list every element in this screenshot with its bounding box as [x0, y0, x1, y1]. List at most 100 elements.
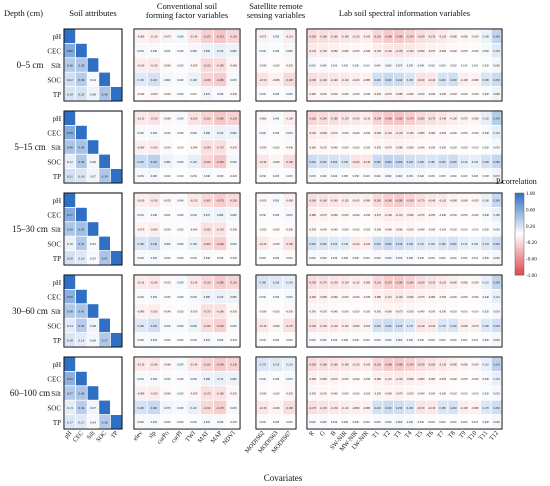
row-label: CEC: [47, 48, 61, 56]
heatmap-cell: [269, 207, 283, 222]
heatmap-cell: [200, 386, 214, 400]
row-label: CEC: [47, 294, 61, 302]
heatmap-cell: [329, 111, 340, 125]
cell-value-label: 0.180: [428, 161, 435, 164]
cell-value-label: 0.030: [439, 175, 446, 178]
heatmap-cell: [459, 236, 470, 251]
heatmap-cell: [227, 193, 240, 207]
cell-value-label: -0.050: [230, 146, 238, 149]
cell-value-label: 0.020: [363, 421, 370, 424]
cell-value-label: 0.180: [407, 407, 414, 410]
heatmap-cell: [269, 125, 283, 140]
cell-value-label: 0.020: [450, 339, 457, 342]
heatmap-cell: [372, 333, 383, 347]
cell-value-label: 0.020: [363, 175, 370, 178]
cell-value-label: -0.060: [272, 407, 280, 410]
cell-value-label: -0.180: [417, 36, 425, 39]
heatmap-cell: [415, 333, 426, 347]
group-title: Conventional soil: [157, 1, 218, 11]
heatmap-cell: [329, 193, 340, 207]
heatmap-cell: [415, 318, 426, 333]
heatmap-cell: [147, 333, 161, 347]
cell-value-label: -0.140: [428, 79, 436, 82]
cell-value-label: -0.040: [417, 228, 425, 231]
heatmap-cell: [64, 236, 76, 251]
cell-value-label: -0.020: [471, 378, 479, 381]
cell-value-label: 0.090: [204, 50, 211, 53]
cell-value-label: 0.050: [204, 339, 211, 342]
heatmap-cell: [213, 154, 227, 169]
cell-value-label: 0.030: [439, 64, 446, 67]
cell-value-label: 0.030: [342, 339, 349, 342]
heatmap-cell: [213, 169, 227, 183]
cell-value-label: 0.020: [273, 175, 280, 178]
cell-value-label: -0.020: [471, 50, 479, 53]
cell-value-label: 0.050: [137, 175, 144, 178]
heatmap-cell: [415, 169, 426, 183]
cell-value-label: -0.160: [190, 118, 198, 121]
heatmap-cell: [350, 415, 361, 429]
heatmap-cell: [469, 400, 480, 415]
cell-value-label: 0.020: [177, 392, 184, 395]
heatmap-cell: [76, 415, 87, 429]
cell-value-label: -0.080: [309, 214, 317, 217]
cell-value-label: 0.070: [396, 64, 403, 67]
cell-value-label: -0.100: [460, 79, 468, 82]
cell-value-label: -0.090: [352, 407, 360, 410]
heatmap-cell: [394, 318, 405, 333]
heatmap-cell: [318, 87, 329, 101]
cell-value-label: -0.160: [320, 79, 328, 82]
cell-value-label: 0.030: [418, 421, 425, 424]
heatmap-cell: [404, 154, 415, 169]
heatmap-cell: [269, 140, 283, 154]
cell-value-label: -0.030: [439, 392, 447, 395]
cell-value-label: 0.170: [439, 325, 446, 328]
heatmap-cell: [459, 289, 470, 304]
heatmap-cell: [134, 371, 147, 386]
heatmap-cell: [213, 304, 227, 318]
heatmap-cell: [256, 111, 269, 125]
cell-value-label: -0.120: [395, 296, 403, 299]
cell-value-label: -0.050: [286, 392, 294, 395]
cell-value-label: -0.020: [272, 310, 280, 313]
cell-value-label: 0.250: [385, 407, 392, 410]
cell-value-label: -0.270: [385, 282, 393, 285]
heatmap-cell: [147, 222, 161, 236]
heatmap-cell: [174, 275, 187, 289]
cell-value-label: -0.050: [320, 146, 328, 149]
colorbar-segment: [515, 213, 524, 216]
cell-value-label: -0.020: [363, 310, 371, 313]
heatmap-cell: [160, 333, 174, 347]
heatmap-cell: [87, 169, 99, 183]
heatmap-cell: [339, 415, 350, 429]
heatmap-cell: [426, 304, 437, 318]
cell-value-label: 0.20: [78, 92, 84, 96]
cell-value-label: -0.170: [217, 146, 225, 149]
heatmap-cell: [187, 275, 200, 289]
column-label: T11: [478, 430, 490, 442]
cell-value-label: 0.20: [67, 256, 73, 260]
cell-value-label: -0.060: [406, 146, 414, 149]
heatmap-cell: [64, 357, 76, 371]
heatmap-cell: [350, 111, 361, 125]
heatmap-cell: [134, 58, 147, 72]
heatmap-cell: [339, 169, 350, 183]
cell-value-label: -0.060: [406, 93, 414, 96]
heatmap-cell: [110, 415, 122, 429]
heatmap-cell: [480, 72, 491, 87]
cell-value-label: -0.010: [460, 310, 468, 313]
cell-value-label: 0.050: [137, 214, 144, 217]
heatmap-cell: [491, 333, 502, 347]
heatmap-cell: [437, 251, 448, 265]
heatmap-cell: [426, 357, 437, 371]
heatmap-cell: [350, 87, 361, 101]
cell-value-label: 0.030: [273, 132, 280, 135]
heatmap-cell: [426, 193, 437, 207]
cell-value-label: 0.050: [177, 407, 184, 410]
cell-value-label: 0.040: [230, 325, 237, 328]
heatmap-cell: [394, 207, 405, 222]
heatmap-cell: [426, 318, 437, 333]
cell-value-label: 0.020: [461, 257, 468, 260]
heatmap-block: [306, 192, 503, 266]
cell-value-label: -0.040: [137, 93, 145, 96]
